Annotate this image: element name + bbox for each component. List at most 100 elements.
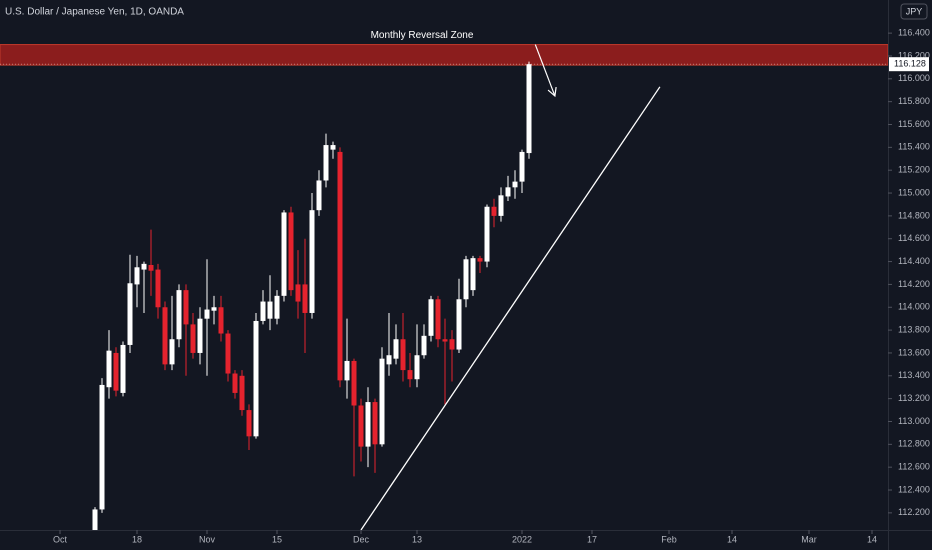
candle-body [274, 295, 280, 319]
candle-body [491, 206, 497, 216]
x-tick-label: Nov [199, 534, 216, 544]
trend-line [360, 86, 661, 530]
candle-body [393, 339, 399, 359]
x-tick-label: Dec [353, 534, 370, 544]
chart-title: U.S. Dollar / Japanese Yen, 1D, OANDA [5, 7, 184, 18]
y-tick-label: 115.000 [898, 187, 930, 197]
candle-body [134, 267, 140, 285]
candle-body [309, 210, 315, 313]
candle-body [421, 335, 427, 356]
candle-body [302, 284, 308, 313]
candle-body [232, 373, 238, 393]
candle-body [288, 212, 294, 291]
y-tick-label: 112.400 [898, 484, 930, 494]
x-tick-label: 14 [867, 534, 877, 544]
candle-body [526, 64, 532, 154]
candle-body [330, 145, 336, 150]
candle-body [141, 263, 147, 270]
candle-body [176, 290, 182, 340]
candle-body [407, 370, 413, 380]
candle-body [148, 265, 154, 271]
candle-body [155, 269, 161, 308]
x-tick-label: 15 [272, 534, 282, 544]
candle-body [442, 339, 448, 342]
plot-area [0, 44, 888, 530]
candle-body [386, 355, 392, 365]
y-tick-label: 116.400 [898, 28, 930, 38]
candle-body [113, 352, 119, 391]
y-tick-label: 115.200 [898, 165, 930, 175]
y-tick-label: 112.600 [898, 462, 930, 472]
candle-body [190, 324, 196, 353]
y-tick-label: 114.400 [898, 256, 930, 266]
candle-body [435, 299, 441, 340]
y-tick-label: 114.200 [898, 279, 930, 289]
candle-body [183, 290, 189, 325]
candle-body [372, 402, 378, 445]
candle-body [365, 402, 371, 447]
candle-body [323, 145, 329, 181]
candle-body [260, 301, 266, 321]
candle-body [99, 384, 105, 510]
zone-label: Monthly Reversal Zone [371, 30, 474, 41]
candle-body [246, 410, 252, 437]
candle-body [295, 284, 301, 302]
y-tick-label: 116.200 [898, 50, 930, 60]
candle-body [358, 405, 364, 447]
candle-body [204, 309, 210, 319]
y-tick-label: 115.600 [898, 119, 930, 129]
y-tick-label: 114.600 [898, 233, 930, 243]
candle-body [498, 195, 504, 216]
candle-body [379, 358, 385, 445]
y-tick-label: 115.800 [898, 96, 930, 106]
candle-body [127, 283, 133, 345]
last-price-label: 116.128 [894, 59, 926, 69]
candle-body [169, 339, 175, 365]
x-tick-label: 17 [587, 534, 597, 544]
candle-body [267, 301, 273, 319]
currency-label[interactable]: JPY [906, 6, 923, 16]
candle-body [470, 258, 476, 291]
currency-badge[interactable] [900, 3, 928, 20]
y-tick-label: 113.000 [898, 416, 930, 426]
candle-body [456, 299, 462, 350]
candle-body [337, 151, 343, 381]
candle-body [211, 307, 217, 311]
candle-body [281, 212, 287, 296]
y-tick-label: 113.200 [898, 393, 930, 403]
x-tick-label: Oct [53, 534, 68, 544]
candle-body [225, 333, 231, 374]
y-tick-label: 113.800 [898, 324, 930, 334]
y-tick-label: 113.400 [898, 370, 930, 380]
candle-body [197, 318, 203, 353]
candle-body [400, 339, 406, 371]
candle-body [519, 151, 525, 182]
candle-body [92, 509, 98, 530]
candle-body [106, 350, 112, 388]
y-tick-label: 113.600 [898, 347, 930, 357]
x-tick-label: Feb [661, 534, 677, 544]
y-tick-label: 112.200 [898, 507, 930, 517]
candle-body [253, 320, 259, 437]
candle-body [316, 180, 322, 211]
arrow-head [547, 86, 557, 98]
candle-body [120, 344, 126, 393]
candle-body [484, 206, 490, 262]
candle-body [344, 360, 350, 381]
y-tick-label: 112.800 [898, 439, 930, 449]
candle-body [449, 339, 455, 350]
candle-body [351, 360, 357, 406]
candle-body [512, 181, 518, 188]
x-tick-label: 13 [412, 534, 422, 544]
y-tick-label: 115.400 [898, 142, 930, 152]
candle-body [239, 375, 245, 411]
x-tick-label: 2022 [512, 534, 532, 544]
candle-body [463, 259, 469, 300]
candle-body [428, 299, 434, 336]
candle-body [477, 258, 483, 262]
candle-body [218, 307, 224, 334]
arrow-shaft [534, 44, 556, 97]
x-tick-label: 14 [727, 534, 737, 544]
reversal-zone [0, 44, 888, 66]
